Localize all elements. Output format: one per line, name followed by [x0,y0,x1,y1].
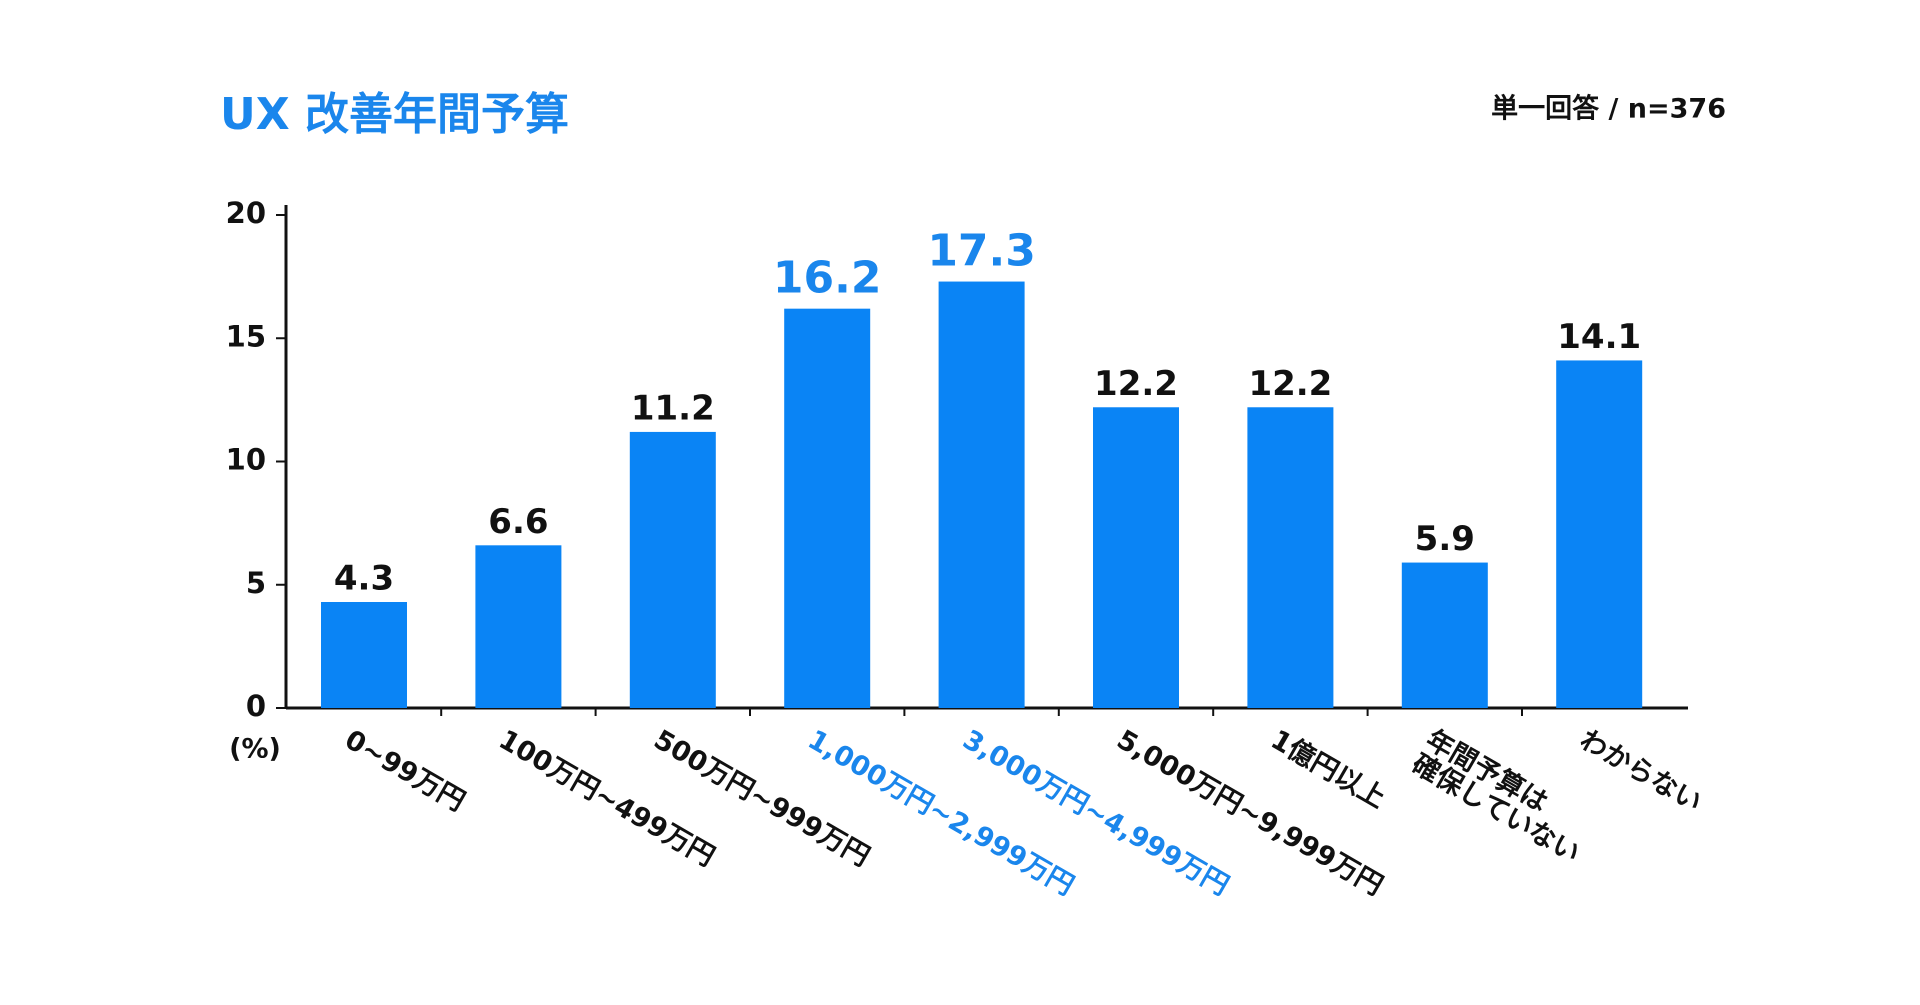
chart-subtitle: 単一回答 / n=376 [1491,93,1726,125]
bar [1401,562,1488,708]
y-tick-label: 15 [226,319,266,353]
y-tick-label: 0 [246,689,266,723]
y-axis-label: (%) [229,734,281,765]
value-label: 11.2 [631,388,715,428]
bar [938,281,1025,708]
bar [1093,407,1179,708]
value-label: 4.3 [334,559,394,599]
bar [321,602,407,708]
bar [629,431,716,708]
value-label: 16.2 [773,253,882,304]
value-label: 17.3 [927,226,1036,277]
chart-title: UX 改善年間予算 [220,89,569,140]
value-label: 5.9 [1415,519,1475,559]
bar [475,545,562,708]
bar [784,308,871,708]
y-tick-label: 10 [226,443,266,477]
y-tick-label: 5 [246,566,266,600]
bar [1247,407,1334,708]
value-label: 14.1 [1557,317,1641,357]
bar [1556,360,1643,708]
value-label: 12.2 [1094,364,1178,404]
y-tick-label: 20 [226,196,266,230]
value-label: 6.6 [488,502,548,542]
value-label: 12.2 [1248,364,1332,404]
